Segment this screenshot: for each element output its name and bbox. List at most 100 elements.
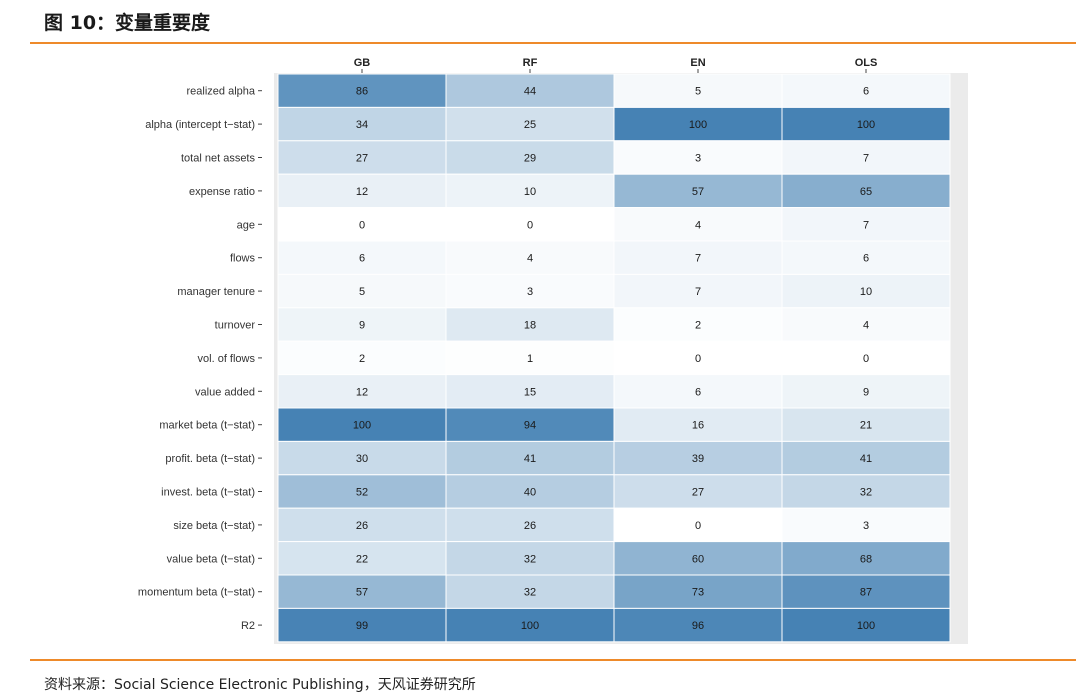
heatmap-cell [277,106,447,142]
heatmap-cell [781,440,951,476]
heatmap-cell [613,240,783,275]
heatmap-cell [445,273,615,309]
cell-value: 86 [356,86,368,98]
cell-value: 12 [356,186,368,198]
heatmap-cell [445,73,615,108]
row-label: realized alpha [187,86,256,98]
row-label: size beta (t−stat) [173,520,255,532]
cell-value: 60 [692,553,704,565]
heatmap-cell [445,574,615,609]
cell-value: 29 [524,153,536,165]
cell-value: 6 [359,253,365,265]
heatmap-cell [781,240,951,275]
cell-value: 26 [356,520,368,532]
heatmap-cell [781,273,951,309]
cell-value: 0 [863,353,869,365]
row-label: total net assets [181,153,255,165]
heatmap-cell [445,607,615,643]
cell-value: 32 [860,487,872,499]
heatmap-cell [445,407,615,442]
cell-value: 18 [524,320,536,332]
row-label: R2 [241,620,255,632]
cell-value: 65 [860,186,872,198]
column-label-gb: GB [354,57,371,69]
heatmap-cell [781,374,951,409]
row-label: alpha (intercept t−stat) [145,119,255,131]
heatmap-cell [781,340,951,376]
heatmap-cell [445,106,615,142]
cell-value: 100 [353,420,371,432]
cell-value: 12 [356,386,368,398]
row-label: momentum beta (t−stat) [138,587,255,599]
cell-value: 73 [692,587,704,599]
row-label: profit. beta (t−stat) [165,453,255,465]
cell-value: 7 [695,253,701,265]
cell-value: 32 [524,553,536,565]
bottom-accent-rule [30,659,1076,661]
figure-title: 图 10：变量重要度 [44,12,211,34]
cell-value: 25 [524,119,536,131]
cell-value: 41 [860,453,872,465]
heatmap-cell [781,173,951,209]
heatmap-cell [781,106,951,142]
cell-value: 27 [692,487,704,499]
cell-value: 9 [359,320,365,332]
cell-value: 39 [692,453,704,465]
row-label: market beta (t−stat) [159,420,255,432]
heatmap-cell [445,374,615,409]
heatmap-cell [613,607,783,643]
cell-value: 15 [524,386,536,398]
heatmap-cell [613,374,783,409]
cell-value: 94 [524,420,536,432]
row-label: turnover [215,320,256,332]
heatmap-cell [781,474,951,509]
cell-value: 44 [524,86,536,98]
heatmap-cell [277,173,447,209]
heatmap-cell [445,140,615,175]
heatmap-cell [781,73,951,108]
cell-value: 7 [863,153,869,165]
cell-value: 32 [524,587,536,599]
cell-value: 4 [863,320,869,332]
heatmap-cell [445,541,615,576]
heatmap-cell [445,440,615,476]
cell-value: 3 [863,520,869,532]
cell-value: 3 [527,286,533,298]
cell-value: 2 [359,353,365,365]
heatmap-cell [613,507,783,543]
cell-value: 1 [527,353,533,365]
heatmap-cell [277,307,447,342]
top-accent-rule [30,42,1076,44]
heatmap-cell [445,173,615,209]
heatmap-cell [781,607,951,643]
cell-value: 5 [695,86,701,98]
row-label: expense ratio [189,186,255,198]
column-label-rf: RF [523,57,538,69]
heatmap-cell [781,541,951,576]
heatmap-cell [277,440,447,476]
row-label: age [237,219,255,231]
cell-value: 99 [356,620,368,632]
cell-value: 57 [692,186,704,198]
cell-value: 3 [695,153,701,165]
heatmap-cell [277,374,447,409]
heatmap-cell [781,574,951,609]
cell-value: 100 [857,119,875,131]
cell-value: 16 [692,420,704,432]
heatmap-cell [613,574,783,609]
heatmap-cell [613,106,783,142]
cell-value: 10 [860,286,872,298]
heatmap-cell [613,541,783,576]
cell-value: 100 [857,620,875,632]
cell-value: 2 [695,320,701,332]
cell-value: 5 [359,286,365,298]
cell-value: 30 [356,453,368,465]
cell-value: 10 [524,186,536,198]
cell-value: 0 [695,520,701,532]
heatmap-cell [613,307,783,342]
cell-value: 21 [860,420,872,432]
heatmap-cell [613,340,783,376]
row-label: value beta (t−stat) [167,553,255,565]
row-label: value added [195,386,255,398]
cell-value: 100 [689,119,707,131]
